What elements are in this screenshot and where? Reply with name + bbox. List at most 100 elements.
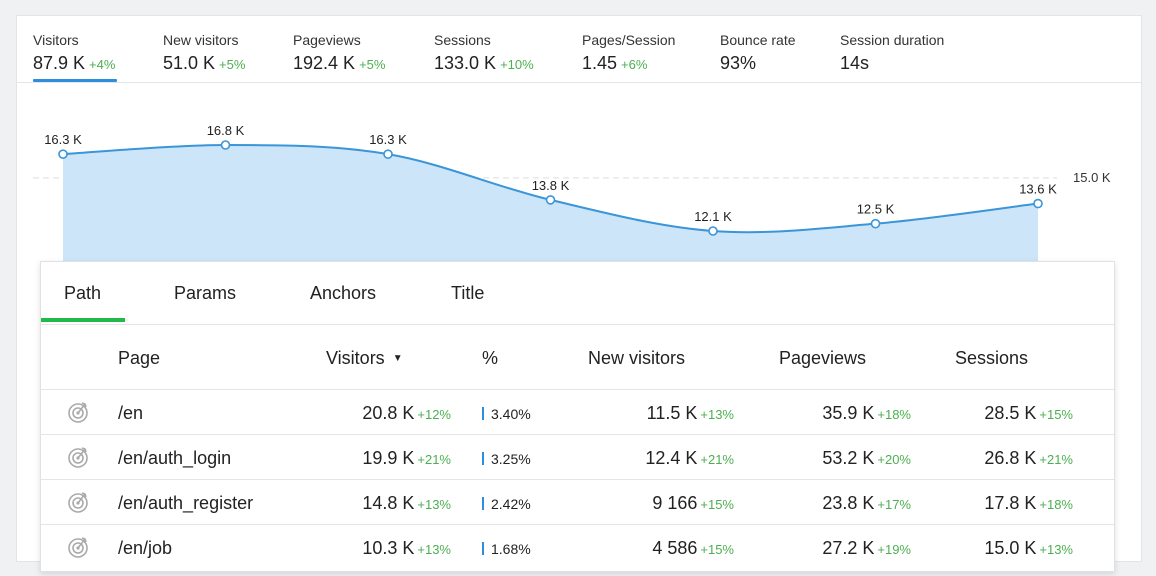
metric-delta: +6% [621, 57, 648, 72]
table-row[interactable]: /en/job 10.3 K +13% 1.68% 4 586 +15% 27.2 … [41, 525, 1114, 569]
percent-cell: 3.40% [482, 402, 531, 425]
metric-value: 93% [720, 53, 757, 73]
table-row[interactable]: /en 20.8 K +12% 3.40% 11.5 K +13% 35.9 K +1… [41, 390, 1114, 435]
data-point [58, 149, 68, 159]
percent-bar [482, 407, 484, 420]
column-header-pageviews[interactable]: Pageviews [779, 348, 867, 368]
pageviews-delta: +18% [877, 407, 911, 422]
column-header-visitors-label: Visitors [326, 348, 385, 368]
tab-anchors[interactable]: Anchors [310, 283, 377, 303]
data-label: 12.1 K [694, 209, 732, 224]
percent-value: 3.40% [491, 406, 531, 422]
column-header-sessions[interactable]: Sessions [955, 348, 1029, 368]
tab-title[interactable]: Title [451, 283, 485, 303]
target-icon[interactable] [66, 445, 90, 469]
visitors-value: 10.3 K [362, 538, 415, 558]
data-label: 13.6 K [1019, 182, 1057, 197]
metric-label: Pages/Session [582, 32, 676, 48]
pageviews-value: 23.8 K [822, 493, 875, 513]
metric-value: 14s [840, 53, 870, 73]
metric-value: 1.45 [582, 53, 618, 73]
tab-params[interactable]: Params [174, 283, 237, 303]
visitors-area-chart: 15.0 K 16.3 K 16.8 K 16.3 K 13.8 K 12.1 K 12.5… [33, 123, 1111, 262]
table-row[interactable]: /en/auth_login 19.9 K +21% 3.25% 12.4 K +2… [41, 435, 1114, 480]
tab-path[interactable]: Path [40, 283, 126, 322]
data-point [708, 226, 718, 236]
column-header-new-visitors[interactable]: New visitors [588, 348, 686, 368]
new-visitors-value: 4 586 [652, 538, 698, 558]
metric-pages-per-session[interactable]: Pages/Session 1.45 +6% [582, 32, 675, 76]
visitors-delta: +13% [417, 542, 451, 557]
new-visitors-cell: 11.5 K +13% [647, 402, 734, 426]
metric-visitors[interactable]: Visitors 87.9 K +4% [33, 32, 118, 82]
target-icon[interactable] [66, 535, 90, 559]
metric-label: Session duration [840, 32, 945, 48]
visitors-value: 14.8 K [362, 493, 415, 513]
new-visitors-delta: +13% [700, 407, 734, 422]
new-visitors-delta: +15% [700, 497, 734, 512]
percent-value: 1.68% [491, 541, 531, 557]
sessions-delta: +18% [1039, 497, 1073, 512]
page-path[interactable]: /en/auth_login [118, 448, 232, 468]
metric-label: Bounce rate [720, 32, 796, 48]
data-point [1033, 198, 1043, 209]
column-header-page[interactable]: Page [118, 348, 161, 368]
tab-bar: Path Params Anchors Title [40, 262, 1114, 325]
pageviews-value: 35.9 K [822, 403, 875, 423]
pageviews-cell: 53.2 K +20% [822, 447, 911, 471]
data-point [870, 218, 881, 229]
sessions-delta: +21% [1039, 452, 1073, 467]
visitors-value: 20.8 K [362, 403, 415, 423]
percent-cell: 2.42% [482, 492, 531, 515]
pageviews-delta: +19% [877, 542, 911, 557]
sessions-value: 28.5 K [984, 403, 1037, 423]
page-path[interactable]: /en/job [118, 538, 173, 558]
metric-sessions[interactable]: Sessions 133.0 K +10% [434, 32, 534, 76]
data-label: 16.3 K [369, 132, 407, 147]
metric-bounce-rate[interactable]: Bounce rate 93% [720, 32, 796, 76]
new-visitors-cell: 4 586 +15% [652, 537, 734, 561]
metrics-bar: Visitors 87.9 K +4% New visitors 51.0 K +5… [17, 16, 1141, 83]
pageviews-delta: +17% [877, 497, 911, 512]
sessions-value: 15.0 K [984, 538, 1037, 558]
column-header-visitors[interactable]: Visitors ▼ [326, 347, 403, 373]
sessions-value: 26.8 K [984, 448, 1037, 468]
metric-delta: +10% [500, 57, 534, 72]
page-path[interactable]: /en [118, 403, 144, 423]
page-path[interactable]: /en/auth_register [118, 493, 254, 513]
pageviews-value: 53.2 K [822, 448, 875, 468]
metric-label: Sessions [434, 32, 491, 48]
metric-value: 87.9 K [33, 53, 86, 73]
column-header-percent[interactable]: % [482, 348, 499, 368]
metric-session-duration[interactable]: Session duration 14s [840, 32, 944, 76]
new-visitors-delta: +21% [700, 452, 734, 467]
metric-delta: +5% [359, 57, 386, 72]
target-icon[interactable] [66, 400, 90, 424]
metric-pageviews[interactable]: Pageviews 192.4 K +5% [293, 32, 385, 76]
data-point [220, 140, 231, 150]
target-icon[interactable] [66, 490, 90, 514]
percent-bar [482, 542, 484, 555]
visitors-delta: +13% [417, 497, 451, 512]
pageviews-delta: +20% [877, 452, 911, 467]
metric-label: Pageviews [293, 32, 361, 48]
visitors-cell: 20.8 K +12% [362, 402, 451, 426]
pageviews-cell: 23.8 K +17% [822, 492, 911, 516]
table-header: Page Visitors ▼ % New visitors Pageviews … [41, 325, 1114, 390]
pageviews-cell: 35.9 K +18% [822, 402, 911, 426]
sort-descending-icon: ▼ [392, 353, 403, 364]
percent-value: 3.25% [491, 451, 531, 467]
new-visitors-value: 12.4 K [645, 448, 698, 468]
table-row[interactable]: /en/auth_register 14.8 K +13% 2.42% 9 166… [41, 480, 1114, 525]
sessions-cell: 17.8 K +18% [984, 492, 1073, 516]
metric-delta: +5% [219, 57, 246, 72]
visitors-cell: 14.8 K +13% [362, 492, 451, 516]
metric-new-visitors[interactable]: New visitors 51.0 K +5% [163, 32, 245, 76]
data-point [383, 149, 393, 159]
visitors-delta: +12% [417, 407, 451, 422]
percent-value: 2.42% [491, 496, 531, 512]
data-label: 13.8 K [532, 178, 570, 193]
data-label: 16.8 K [207, 123, 245, 138]
visitors-value: 19.9 K [362, 448, 415, 468]
visitors-delta: +21% [417, 452, 451, 467]
